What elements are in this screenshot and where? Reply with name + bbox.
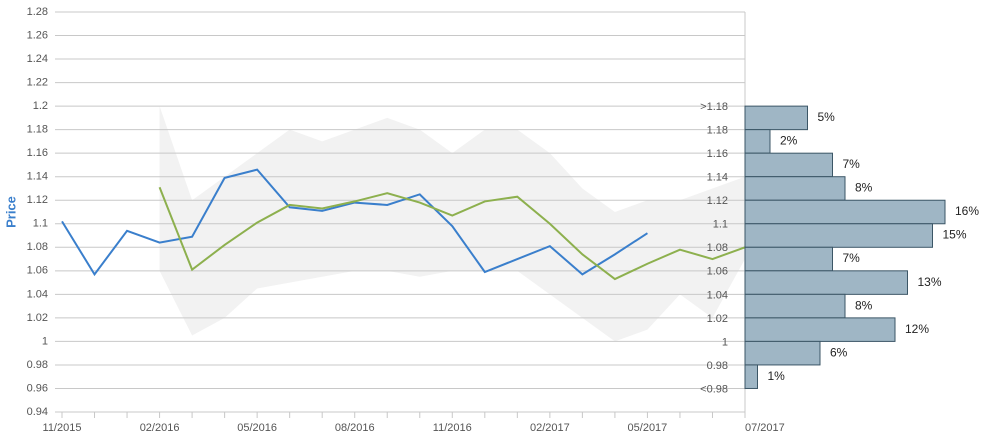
x-tick-label: 11/2015	[43, 422, 82, 434]
y-tick-label: 1.12	[27, 194, 48, 206]
bin-label: 1.02	[707, 313, 728, 325]
bar-value-label: 7%	[843, 251, 861, 265]
bar	[744, 105, 808, 131]
bin-label: <0.98	[700, 383, 728, 395]
bar	[744, 246, 833, 272]
y-tick-label: 0.98	[27, 359, 48, 371]
bin-label: 1.08	[707, 242, 728, 254]
y-tick-label: 1.26	[27, 29, 48, 41]
bar-value-label: 6%	[830, 345, 848, 359]
series-line	[158, 186, 746, 281]
bar	[744, 317, 896, 342]
y-tick-label: 1.06	[27, 265, 48, 277]
y-tick-label: 1.24	[27, 53, 48, 65]
y-tick-label: 1.08	[27, 241, 48, 253]
bar-value-label: 15%	[943, 228, 967, 242]
bar	[744, 340, 821, 366]
bin-label: 1.18	[707, 125, 728, 137]
bin-label: 1.06	[707, 266, 728, 278]
bin-label: 1.1	[713, 219, 728, 231]
bin-label: 0.98	[707, 360, 728, 372]
bar-value-label: 1%	[768, 369, 786, 383]
y-tick-label: 1.04	[27, 288, 48, 300]
bar	[744, 176, 846, 201]
y-axis-label: Price	[3, 196, 18, 228]
y-tick-label: 1	[42, 335, 48, 347]
y-tick-label: 1.2	[33, 100, 48, 112]
y-tick-label: 1.18	[27, 124, 48, 136]
y-tick-label: 0.94	[27, 406, 48, 418]
bar	[744, 364, 758, 389]
bar-value-label: 13%	[918, 275, 942, 289]
bar	[744, 199, 946, 225]
bar	[744, 293, 846, 319]
y-tick-label: 1.14	[27, 171, 48, 183]
x-tick-label: 05/2016	[237, 422, 277, 434]
bin-label: >1.18	[700, 101, 728, 113]
y-tick-label: 1.02	[27, 312, 48, 324]
bar	[744, 152, 833, 178]
bar-value-label: 2%	[780, 134, 798, 148]
x-tick-label: 02/2016	[140, 422, 180, 434]
x-tick-label: 05/2017	[628, 422, 668, 434]
y-tick-label: 1.28	[27, 6, 48, 18]
bar	[744, 270, 908, 295]
x-tick-label: 07/2017	[745, 422, 785, 434]
bar	[744, 223, 933, 248]
bar-value-label: 8%	[855, 298, 873, 312]
x-tick-label: 11/2016	[433, 422, 472, 434]
y-tick-label: 1.16	[27, 147, 48, 159]
bar	[744, 129, 771, 154]
bar-value-label: 8%	[855, 181, 873, 195]
x-tick-label: 08/2016	[335, 422, 375, 434]
series-line	[61, 168, 648, 277]
bin-label: 1	[722, 336, 728, 348]
bar-value-label: 5%	[818, 110, 836, 124]
x-tick-label: 02/2017	[530, 422, 570, 434]
y-tick-label: 0.96	[27, 382, 48, 394]
bar-value-label: 12%	[905, 322, 929, 336]
bar-value-label: 7%	[843, 157, 861, 171]
y-tick-label: 1.1	[33, 218, 48, 230]
bin-label: 1.14	[707, 172, 728, 184]
bin-label: 1.16	[707, 148, 728, 160]
bar-value-label: 16%	[955, 204, 979, 218]
bin-label: 1.12	[707, 195, 728, 207]
y-tick-label: 1.22	[27, 76, 48, 88]
bin-label: 1.04	[707, 289, 728, 301]
